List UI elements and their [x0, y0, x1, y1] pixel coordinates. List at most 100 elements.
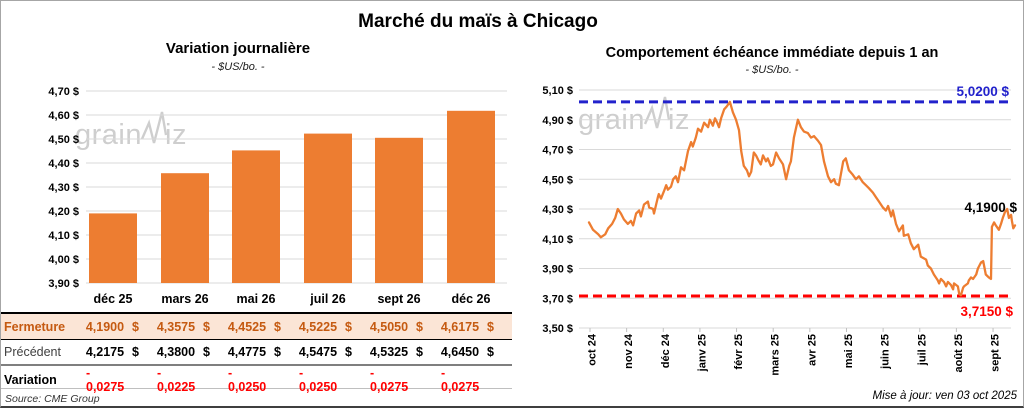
- ref-line-label-red: 3,7150 $: [960, 304, 1013, 319]
- table-cell: - 0,0250: [228, 366, 299, 394]
- table-cell: 4,5225 $: [299, 320, 370, 334]
- bar-chart-title: Variation journalière: [165, 40, 311, 57]
- bar: [447, 110, 495, 283]
- page-title: Marché du maïs à Chicago: [358, 11, 598, 32]
- bar-chart-ytick-label: 4,70 $: [48, 86, 79, 98]
- month-label: avr 25: [806, 334, 818, 366]
- row-label: Précédent: [4, 345, 61, 359]
- table-cell: 4,1900 $: [86, 320, 157, 334]
- month-label: févr 25: [733, 334, 745, 369]
- line-chart-ytick-label: 3,50 $: [542, 323, 573, 335]
- currency-symbol: $: [416, 319, 423, 334]
- bar-chart-ytick-label: 4,30 $: [48, 182, 79, 194]
- currency-symbol: $: [487, 345, 494, 359]
- cell-value: 4,4525: [227, 319, 267, 334]
- last-price-label: 4,1900 $: [964, 200, 1017, 215]
- month-label: juin 25: [880, 334, 892, 370]
- bar-chart-subtitle: - $US/bo. -: [211, 61, 265, 73]
- line-chart-ytick-label: 3,90 $: [542, 264, 573, 276]
- bar: [232, 150, 280, 283]
- line-chart-ytick-label: 4,30 $: [542, 204, 573, 216]
- cell-value: 4,5325: [369, 345, 409, 359]
- currency-symbol: $: [274, 319, 281, 334]
- table-cell: 4,6450 $: [441, 345, 512, 359]
- table-row-fermeture: Fermeture 4,1900 $4,3575 $4,4525 $4,5225 $4,5…: [1, 314, 512, 340]
- table-cell: 4,5050 $: [370, 320, 441, 334]
- currency-symbol: $: [487, 319, 494, 334]
- cell-value: - 0,0225: [157, 366, 196, 394]
- cell-value: - 0,0275: [441, 366, 480, 394]
- bar-chart-category-label: déc 25: [94, 292, 133, 306]
- bar-chart-ytick-label: 4,20 $: [48, 206, 79, 218]
- bar-chart-category-label: mars 26: [161, 292, 208, 306]
- cell-value: 4,3800: [156, 345, 196, 359]
- table-cell: - 0,0275: [441, 366, 512, 394]
- cell-value: - 0,0250: [228, 366, 267, 394]
- price-table: Fermeture 4,1900 $4,3575 $4,4525 $4,5225 $4,5…: [1, 312, 512, 394]
- table-cell: 4,3800 $: [157, 345, 228, 359]
- currency-symbol: $: [132, 319, 139, 334]
- table-row-precedent: Précédent 4,2175 $4,3800 $4,4775 $4,5475 $4,5…: [1, 340, 512, 366]
- currency-symbol: $: [274, 345, 281, 359]
- line-chart-title: Comportement échéance immédiate depuis 1…: [605, 45, 939, 61]
- month-label: oct 24: [587, 333, 599, 366]
- table-cell: - 0,0275: [86, 366, 157, 394]
- line-chart-ytick-label: 5,10 $: [542, 85, 573, 97]
- table-cell: - 0,0275: [370, 366, 441, 394]
- bar: [304, 133, 352, 283]
- row-label: Variation: [4, 373, 57, 387]
- cell-value: 4,6450: [440, 345, 480, 359]
- bar: [375, 137, 423, 283]
- cell-value: 4,4775: [227, 345, 267, 359]
- cell-value: - 0,0275: [370, 366, 409, 394]
- update-note: Mise à jour: ven 03 oct 2025: [872, 390, 1017, 402]
- currency-symbol: $: [416, 345, 423, 359]
- currency-symbol: $: [203, 319, 210, 334]
- cell-value: 4,5050: [369, 319, 409, 334]
- table-cell: 4,2175 $: [86, 345, 157, 359]
- month-label: mars 25: [770, 334, 782, 376]
- table-cell: 4,5475 $: [299, 345, 370, 359]
- cell-value: - 0,0275: [86, 366, 125, 394]
- bar: [89, 213, 137, 283]
- bar-chart-category-label: juil 26: [309, 292, 345, 306]
- bar-chart-category-label: sept 26: [377, 292, 420, 306]
- bar-chart-ytick-label: 4,40 $: [48, 158, 79, 170]
- currency-symbol: $: [203, 345, 210, 359]
- table-cell: 4,3575 $: [157, 320, 228, 334]
- table-cell: - 0,0225: [157, 366, 228, 394]
- line-chart-subtitle: - $US/bo. -: [745, 64, 799, 76]
- month-label: janv 25: [696, 334, 708, 372]
- bar-chart-ytick-label: 4,00 $: [48, 254, 79, 266]
- month-label: mai 25: [843, 334, 855, 368]
- bar-chart-category-label: déc 26: [452, 292, 491, 306]
- line-chart-ytick-label: 4,10 $: [542, 234, 573, 246]
- table-cell: 4,6175 $: [441, 320, 512, 334]
- ref-line-label-blue: 5,0200 $: [956, 84, 1009, 99]
- month-label: sept 25: [990, 334, 1002, 372]
- cell-value: 4,5225: [298, 319, 338, 334]
- cell-value: 4,1900: [85, 319, 125, 334]
- line-chart-ytick-label: 4,50 $: [542, 174, 573, 186]
- line-chart-ytick-label: 4,70 $: [542, 145, 573, 157]
- bar-chart-ytick-label: 4,10 $: [48, 230, 79, 242]
- bar-chart: 4,70 $ 4,60 $ 4,50 $ 4,40 $ 4,30 $ 4,20 $ 4,10…: [48, 86, 507, 306]
- cell-value: 4,6175: [440, 319, 480, 334]
- table-row-variation: Variation - 0,0275 - 0,0225 - 0,0250 - 0,025…: [1, 366, 512, 394]
- currency-symbol: $: [345, 319, 352, 334]
- price-line: [587, 100, 1017, 297]
- table-cell: 4,4525 $: [228, 320, 299, 334]
- month-label: juil 25: [916, 334, 928, 366]
- bar-chart-ytick-label: 4,50 $: [48, 134, 79, 146]
- cell-value: 4,5475: [298, 345, 338, 359]
- bar-chart-ytick-label: 4,60 $: [48, 110, 79, 122]
- line-chart-ytick-label: 4,90 $: [542, 115, 573, 127]
- currency-symbol: $: [345, 345, 352, 359]
- bar-chart-ytick-label: 3,90 $: [48, 278, 79, 290]
- row-label: Fermeture: [4, 319, 66, 334]
- source-note: Source: CME Group: [5, 393, 100, 405]
- table-cell: 4,5325 $: [370, 345, 441, 359]
- bar: [161, 173, 209, 283]
- month-label: déc 24: [660, 333, 672, 368]
